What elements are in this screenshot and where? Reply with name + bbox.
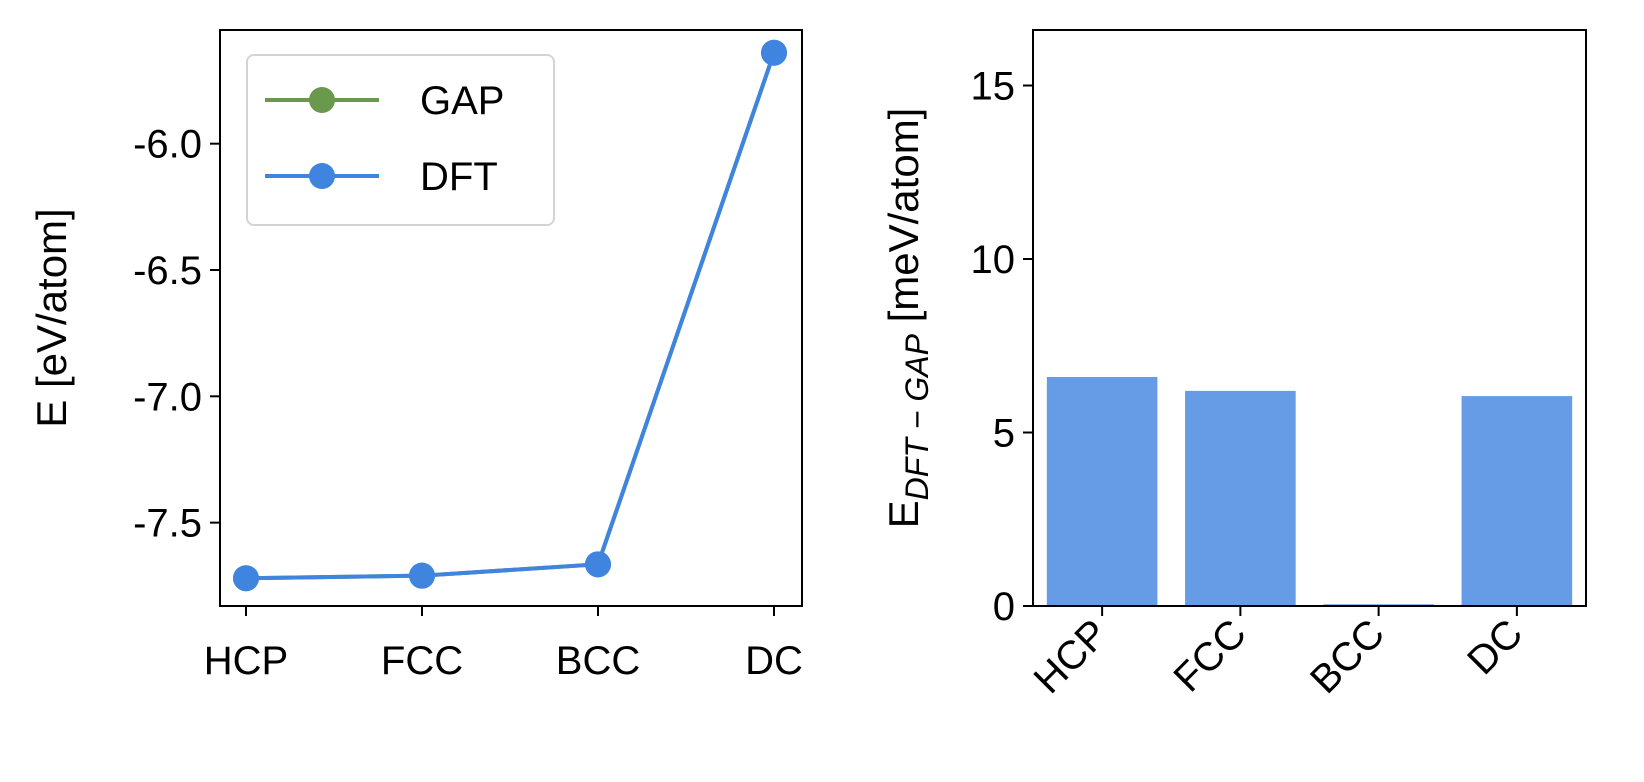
left-axes-frame [219,29,803,607]
right-xtick-label: BCC [1302,611,1393,702]
data-point-dft [761,39,787,66]
right-ylabel-main: E [880,500,927,528]
right-ylabel-subscript: DFT − GAP [899,333,935,500]
data-point-dft [409,562,435,589]
right-axes-frame [1032,29,1587,607]
data-point-dft [585,551,611,578]
bar-dc [1461,396,1573,606]
legend-label-gap: GAP [420,79,504,123]
data-point-dft [233,565,259,592]
right-bar-chart: 0 5 10 15 HCP FCC BCC DC EDFT − GAP [meV/atom] [880,29,1587,702]
right-ylabel: EDFT − GAP [meV/atom] [880,108,935,529]
bar-fcc [1185,390,1296,606]
right-ytick-label: 0 [993,585,1015,629]
legend-marker-gap [309,87,335,113]
left-ytick-label: -6.0 [133,123,202,167]
left-ylabel: E [eV/atom] [28,208,75,427]
legend-box [246,54,555,226]
right-xtick-label: FCC [1165,611,1254,700]
legend: GAP DFT [246,54,555,226]
right-ytick-label: 15 [971,65,1016,109]
left-line-chart: -6.0 -6.5 -7.0 -7.5 HCP FCC BCC DC E [eV/atom] GA… [28,29,803,683]
series-line-dft [245,52,776,581]
right-ytick-label: 10 [971,238,1016,282]
right-xtick-label: DC [1459,611,1531,683]
left-xtick-label: FCC [381,639,463,683]
right-ylabel-unit: [meV/atom] [880,108,927,334]
left-ytick-label: -6.5 [133,249,202,293]
left-xtick-label: BCC [556,639,640,683]
left-ytick-label: -7.0 [133,375,202,419]
right-xtick-label: HCP [1026,611,1117,702]
legend-label-dft: DFT [420,155,498,199]
left-ytick-label: -7.5 [133,502,202,546]
right-ytick-label: 5 [993,412,1015,456]
left-xtick-label: HCP [204,639,288,683]
left-xtick-label: DC [745,639,803,683]
legend-marker-dft [309,163,335,189]
bar-hcp [1046,376,1158,606]
